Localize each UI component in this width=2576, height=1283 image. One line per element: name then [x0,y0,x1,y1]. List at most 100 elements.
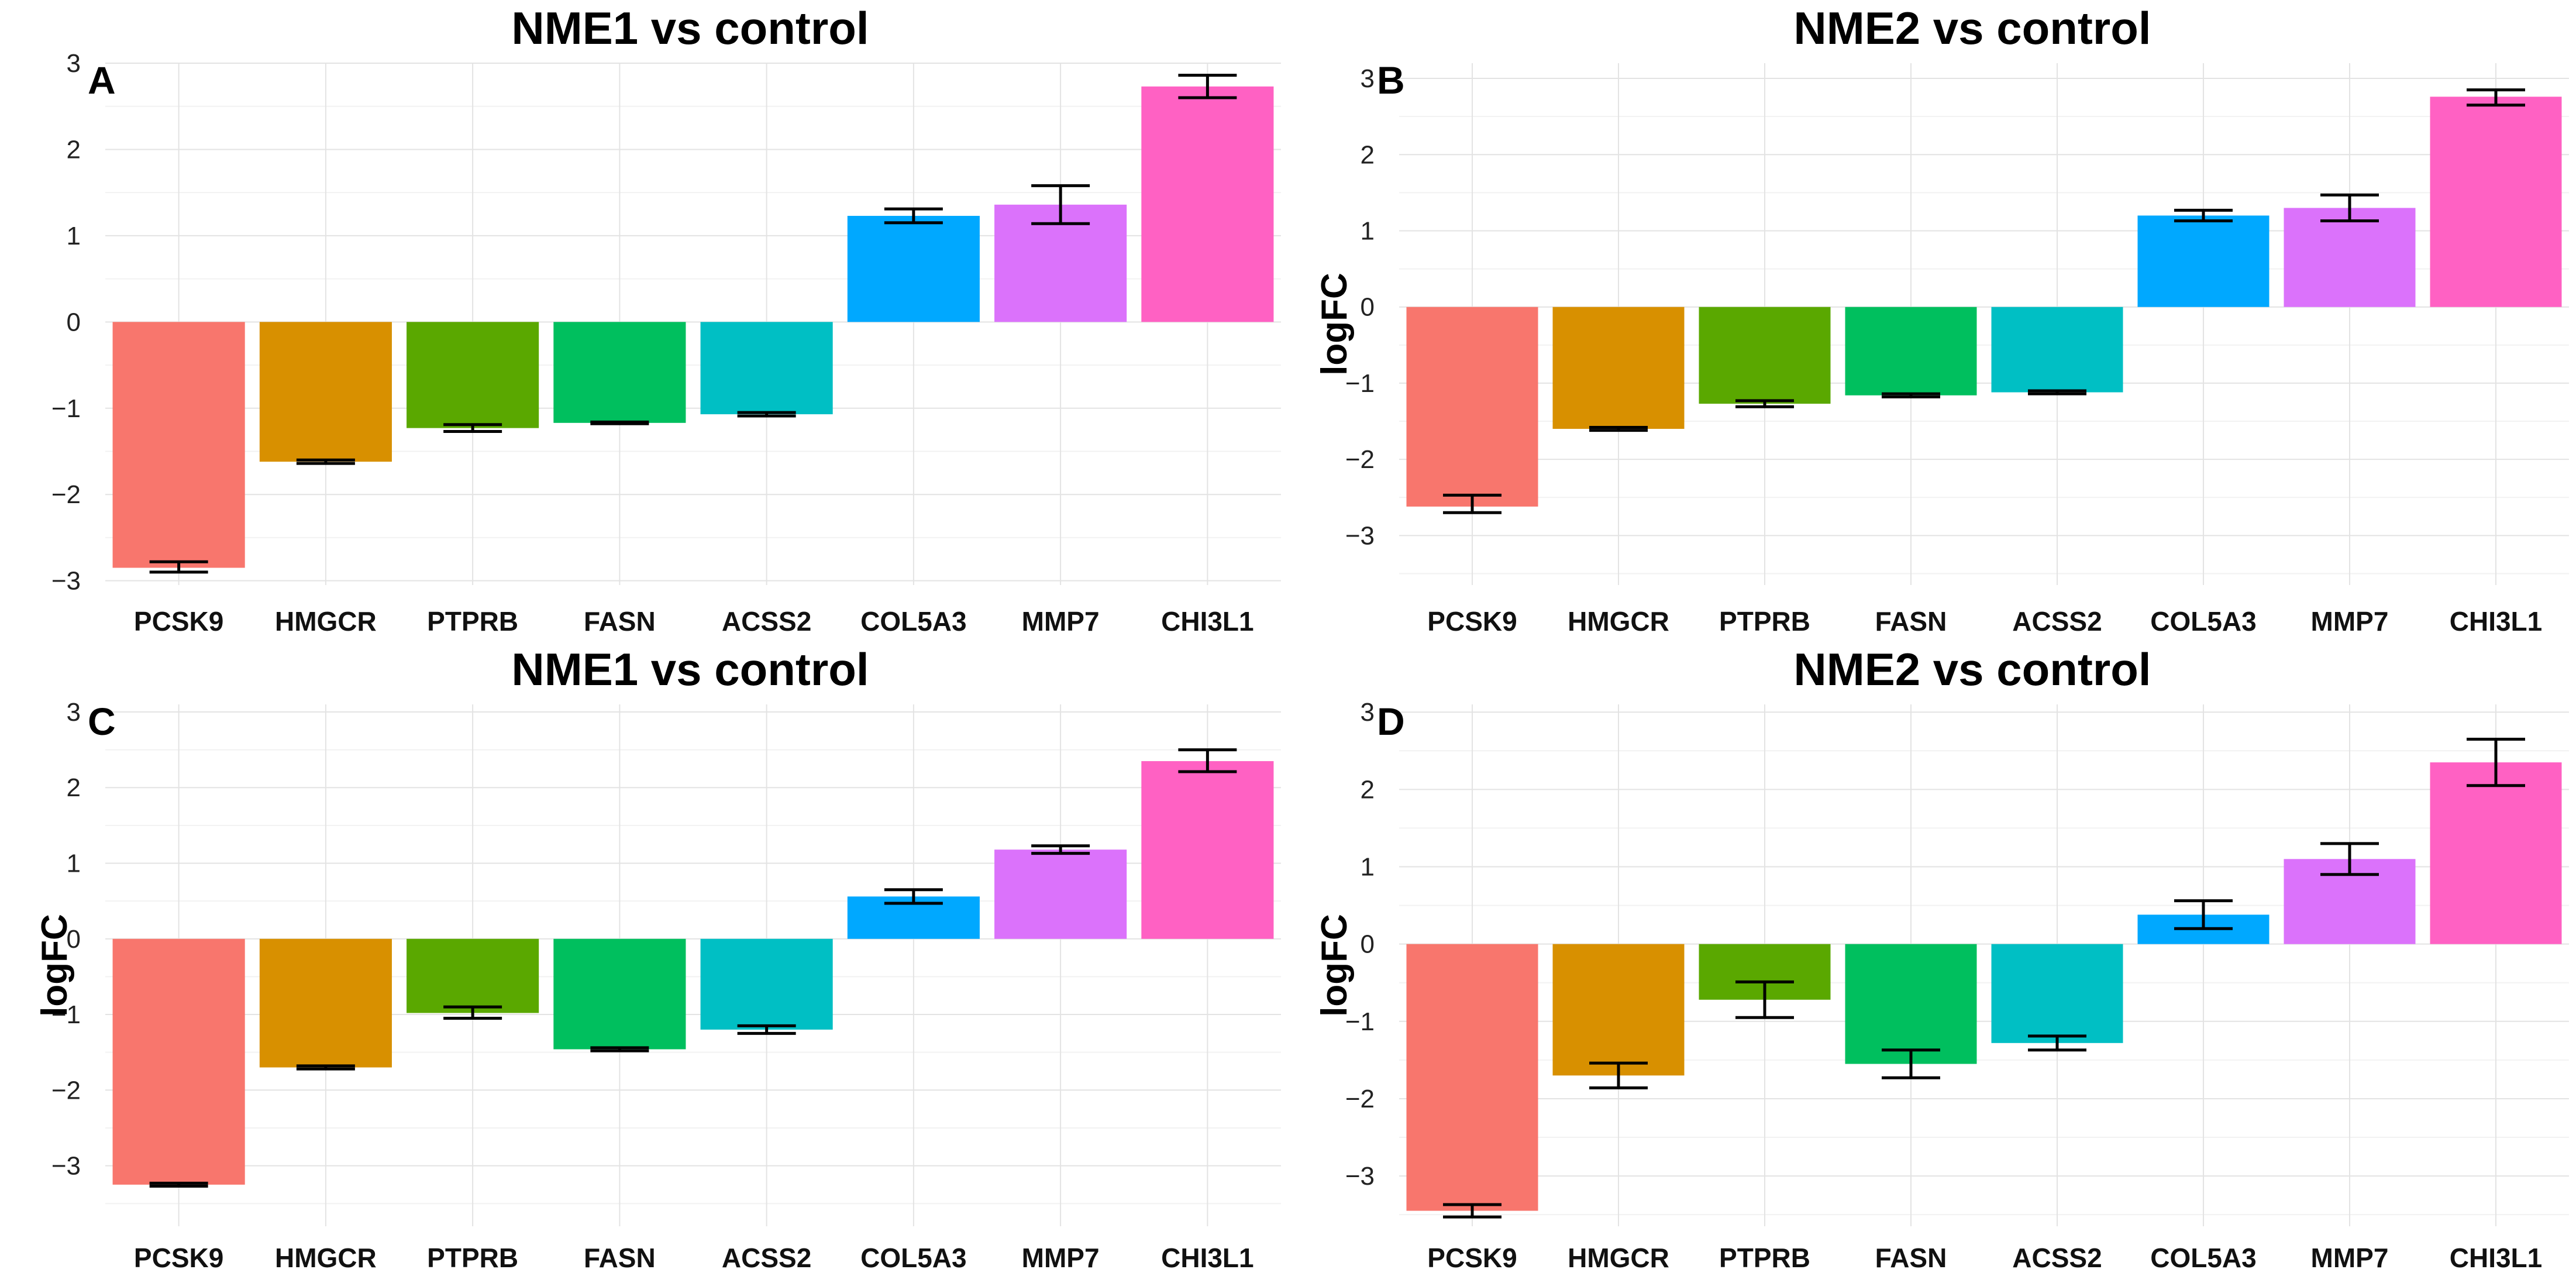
x-tick-label-fasn: FASN [1875,606,1947,637]
y-tick-label: 1 [1361,216,1375,245]
y-tick-label: 0 [67,308,81,336]
y-tick-label: −2 [51,480,81,509]
bar-acss2 [1991,944,2123,1043]
chart-title: NME2 vs control [1793,644,2151,695]
bar-mmp7 [994,849,1127,939]
x-tick-label-col5a3: COL5A3 [2150,1243,2256,1273]
error-bar-acss2 [2028,389,2086,395]
chart-panel-d: −3 −2 −1 0 1 2 3 PCSK9 HMGCR PTPRB FASN ACSS2 COL5A3… [1288,641,2576,1283]
x-tick-label-chi3l1: CHI3L1 [2450,606,2542,637]
bar-acss2 [1991,307,2123,393]
error-bar-col5a3 [2174,899,2233,930]
x-tick-label-chi3l1: CHI3L1 [1161,606,1253,637]
bar-pcsk9 [1406,307,1538,507]
bar-fasn [553,938,686,1050]
bar-fasn [1845,944,1977,1064]
y-tick-label: −3 [1345,1162,1375,1191]
y-tick-label: 0 [1361,293,1375,322]
error-bar-chi3l1 [1178,74,1237,99]
x-tick-label-pcsk9: PCSK9 [134,606,223,637]
x-tick-label-fasn: FASN [1875,1243,1947,1273]
bar-pcsk9 [112,322,245,568]
y-tick-label: −2 [1345,1085,1375,1113]
y-tick-label: 2 [67,135,81,164]
x-tick-label-pcsk9: PCSK9 [134,1243,223,1273]
x-tick-labels: PCSK9 HMGCR PTPRB FASN ACSS2 COL5A3 MMP7 CHI3L1 [134,606,1254,637]
y-tick-label: 2 [1361,140,1375,169]
error-bar-fasn [590,420,649,425]
bar-chi3l1 [2430,762,2562,944]
error-bar-acss2 [737,411,796,418]
panel-letter: B [1377,59,1405,102]
error-bar-chi3l1 [1178,748,1237,773]
y-tick-label: 0 [67,925,81,954]
y-tick-label: 1 [67,222,81,250]
bar-ptprb [407,322,539,428]
x-tick-label-hmgcr: HMGCR [275,1243,377,1273]
chart-title: NME2 vs control [1793,2,2151,54]
bar-pcsk9 [112,938,245,1185]
chart-title: NME1 vs control [511,644,869,695]
bars [1406,97,2562,507]
error-bar-fasn [590,1046,649,1052]
bar-hmgcr [1552,944,1685,1076]
error-bar-fasn [1882,1048,1940,1079]
bar-chi3l1 [2430,97,2562,307]
error-bar-pcsk9 [1443,1203,1501,1219]
error-bars [149,74,1237,574]
error-bar-chi3l1 [2467,737,2525,787]
error-bar-col5a3 [884,207,943,225]
x-tick-label-hmgcr: HMGCR [1568,606,1669,637]
bar-col5a3 [847,215,980,322]
x-tick-label-hmgcr: HMGCR [1568,1243,1669,1273]
x-tick-label-mmp7: MMP7 [2311,1243,2389,1273]
error-bar-acss2 [2028,1034,2086,1052]
error-bars [1443,737,2525,1219]
error-bar-hmgcr [1589,425,1648,432]
error-bar-pcsk9 [149,560,208,574]
error-bar-ptprb [1735,399,1794,408]
error-bar-pcsk9 [149,1181,208,1188]
chart-b-svg: −3 −2 −1 0 1 2 3 PCSK9 HMGCR PTPRB FASN ACSS2 COL5A3… [1314,2,2569,637]
y-axis-label: logFC [1314,914,1355,1017]
error-bar-hmgcr [1589,1061,1648,1089]
error-bar-mmp7 [1031,184,1090,225]
chart-title: NME1 vs control [511,2,869,54]
error-bar-ptprb [443,1005,502,1020]
y-axis-label: logFC [35,914,75,1017]
chart-panel-c: −3 −2 −1 0 1 2 3 PCSK9 HMGCR PTPRB FASN ACSS2 COL5A3… [0,641,1288,1283]
y-tick-label: 3 [67,698,81,727]
error-bar-chi3l1 [2467,88,2525,107]
bar-fasn [1845,307,1977,395]
x-tick-label-fasn: FASN [584,606,656,637]
y-tick-label: 2 [1361,775,1375,804]
error-bar-acss2 [737,1024,796,1035]
panel-letter: C [88,700,116,743]
error-bar-hmgcr [296,458,355,465]
error-bar-ptprb [1735,980,1794,1019]
x-tick-label-acss2: ACSS2 [722,1243,811,1273]
x-tick-label-mmp7: MMP7 [1022,606,1100,637]
x-tick-label-ptprb: PTPRB [427,1243,518,1273]
bars [112,86,1274,568]
x-tick-label-pcsk9: PCSK9 [1427,1243,1517,1273]
x-tick-label-chi3l1: CHI3L1 [2450,1243,2542,1273]
y-tick-label: −1 [51,1000,81,1029]
y-tick-label: 2 [67,773,81,802]
y-tick-label: 3 [67,49,81,78]
y-tick-label: −2 [1345,445,1375,474]
x-tick-label-mmp7: MMP7 [2311,606,2389,637]
bar-hmgcr [1552,307,1685,429]
x-tick-label-ptprb: PTPRB [1719,1243,1810,1273]
y-tick-labels: −3 −2 −1 0 1 2 3 [51,698,81,1181]
x-tick-label-acss2: ACSS2 [2012,1243,2102,1273]
bar-ptprb [407,938,539,1013]
x-tick-labels: PCSK9 HMGCR PTPRB FASN ACSS2 COL5A3 MMP7 CHI3L1 [1427,606,2542,637]
error-bar-mmp7 [2320,842,2379,876]
chart-panel-a: −3 −2 −1 0 1 2 3 PCSK9 HMGCR PTPRB FASN ACSS2 COL5A3… [0,0,1288,641]
x-tick-label-acss2: ACSS2 [2012,606,2102,637]
y-tick-labels: −3 −2 −1 0 1 2 3 [51,49,81,596]
y-tick-label: 3 [1361,64,1375,93]
y-tick-label: 3 [1361,698,1375,727]
error-bar-col5a3 [884,888,943,905]
